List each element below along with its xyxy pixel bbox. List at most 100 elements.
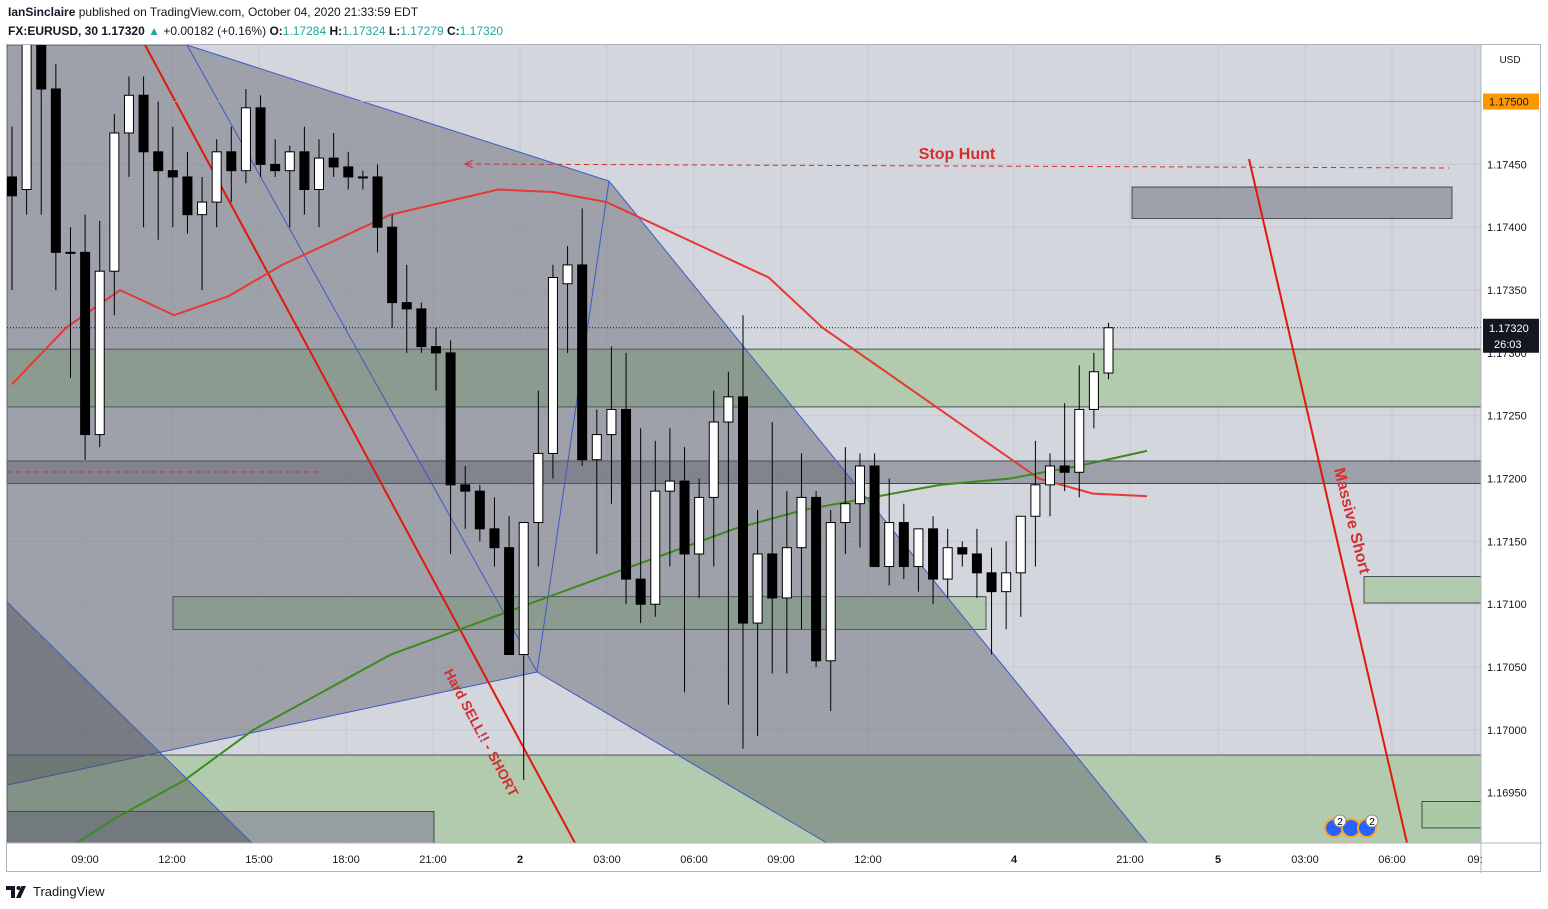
bullish-candle [664,428,675,567]
economic-events[interactable]: 2 2 [1324,814,1379,838]
high-value: 1.17324 [342,24,386,38]
price-tick-label: 1.17100 [1487,599,1527,611]
price-tick-label: 1.16950 [1487,788,1527,800]
candle-body [650,490,661,605]
massive-short-trendline [1248,158,1408,843]
bearish-candle [387,214,398,328]
candle-body [898,522,909,568]
price-tags: 1.17500 1.17320 26:03 [1483,93,1539,353]
candle-body [1015,515,1026,574]
footer-brand[interactable]: TradingView [33,883,105,899]
candle-body [723,396,734,423]
candle-body [299,151,310,191]
candle-body [547,276,558,454]
bullish-candle [357,170,368,190]
event-count-badge [1333,814,1347,828]
candle-body [372,176,383,228]
last-price: 1.17320 [101,24,145,38]
open-value: 1.17284 [282,24,327,38]
bullish-candle [533,390,544,567]
tradingview-logo-icon[interactable] [6,884,28,898]
bullish-candle [650,440,661,617]
candle-body [7,176,17,197]
bearish-candle [986,547,997,655]
candle-body [884,522,895,568]
bullish-candle [240,88,251,184]
open-label: O: [269,24,283,38]
bearish-candle [430,327,441,391]
event-count-badge [1365,814,1379,828]
drawings-layer [7,45,1481,843]
candle-body [284,151,295,172]
bullish-candle [781,491,792,674]
bearish-candle [957,541,968,567]
bearish-candle [401,264,412,353]
candlestick-chart[interactable]: Stop Hunt Hard SELL!! - SHORT Massive Sh… [7,45,1542,873]
bullish-candle [1045,453,1056,517]
candle-body [840,503,851,524]
candle-body [708,421,719,498]
time-tick-label: 09:00 [767,854,795,866]
up-arrow-icon: ▲ [148,24,160,38]
bullish-candle [854,453,865,548]
candle-body [504,547,515,655]
harmonic-pattern [7,45,1148,843]
time-tick-label: 03:00 [593,854,621,866]
candle-body [854,465,865,505]
candle-body [416,308,427,348]
candle-body [1045,465,1056,486]
candle-body [664,480,675,492]
price-tick-label: 1.17200 [1487,474,1527,486]
candle-body [518,522,529,655]
candle-body [314,157,325,191]
candle-body [474,490,485,530]
bearish-candle [460,465,471,529]
candle-body [460,484,471,492]
bearish-candle [167,126,178,228]
bearish-candle [255,95,266,177]
time-tick-label: 15:00 [245,854,273,866]
chart-frame[interactable]: Stop Hunt Hard SELL!! - SHORT Massive Sh… [6,44,1542,873]
candle-body [138,94,149,153]
bearish-candle [343,151,354,190]
bearish-candle [182,151,193,234]
price-tick-label: 1.17000 [1487,725,1527,737]
bearish-candle [138,76,149,228]
bullish-candle [942,528,953,598]
candle-body [50,88,61,253]
candle-body [211,151,222,203]
green-zone [1363,576,1481,604]
bearish-candle [416,302,427,353]
candle-body [445,352,456,486]
arrow-head-icon [463,159,474,169]
candle-body [197,201,208,216]
candle-body [226,151,237,172]
author-name[interactable]: IanSinclaire [8,5,76,19]
stop-hunt-label[interactable]: Stop Hunt [919,146,996,163]
bullish-candle [109,114,120,316]
price-tick-label: 1.17050 [1487,662,1527,674]
bearish-candle [489,497,500,567]
stop-hunt-dashed-line [466,163,1450,169]
close-label: C: [446,24,460,38]
moving-averages-layer [11,188,1148,843]
candle-body [36,45,47,90]
time-tick-label: 03:00 [1291,854,1319,866]
time-axis[interactable]: 09:00 12:00 15:00 18:00 21:00 2 03:00 06:00 09:0… [71,854,1482,866]
last-price-tag-label: 1.17320 [1489,323,1529,335]
price-axis[interactable]: USD 1.16950 1.17000 1.17050 1.17100 1.17150 1… [1487,55,1527,800]
gray-zone [7,811,435,843]
bearish-candle [928,516,939,605]
bar-countdown: 26:03 [1494,339,1522,351]
candle-body [387,226,398,304]
publish-info: published on TradingView.com, October 04… [78,5,419,19]
currency-label: USD [1499,55,1520,66]
bullish-candle [211,139,222,228]
bullish-candle [591,409,602,554]
bullish-candle [562,246,573,353]
candle-body [606,408,617,436]
candle-body [1001,572,1012,593]
time-tick-label: 21:00 [1116,854,1144,866]
candle-body [767,553,778,599]
green-moving-average [74,449,1148,843]
